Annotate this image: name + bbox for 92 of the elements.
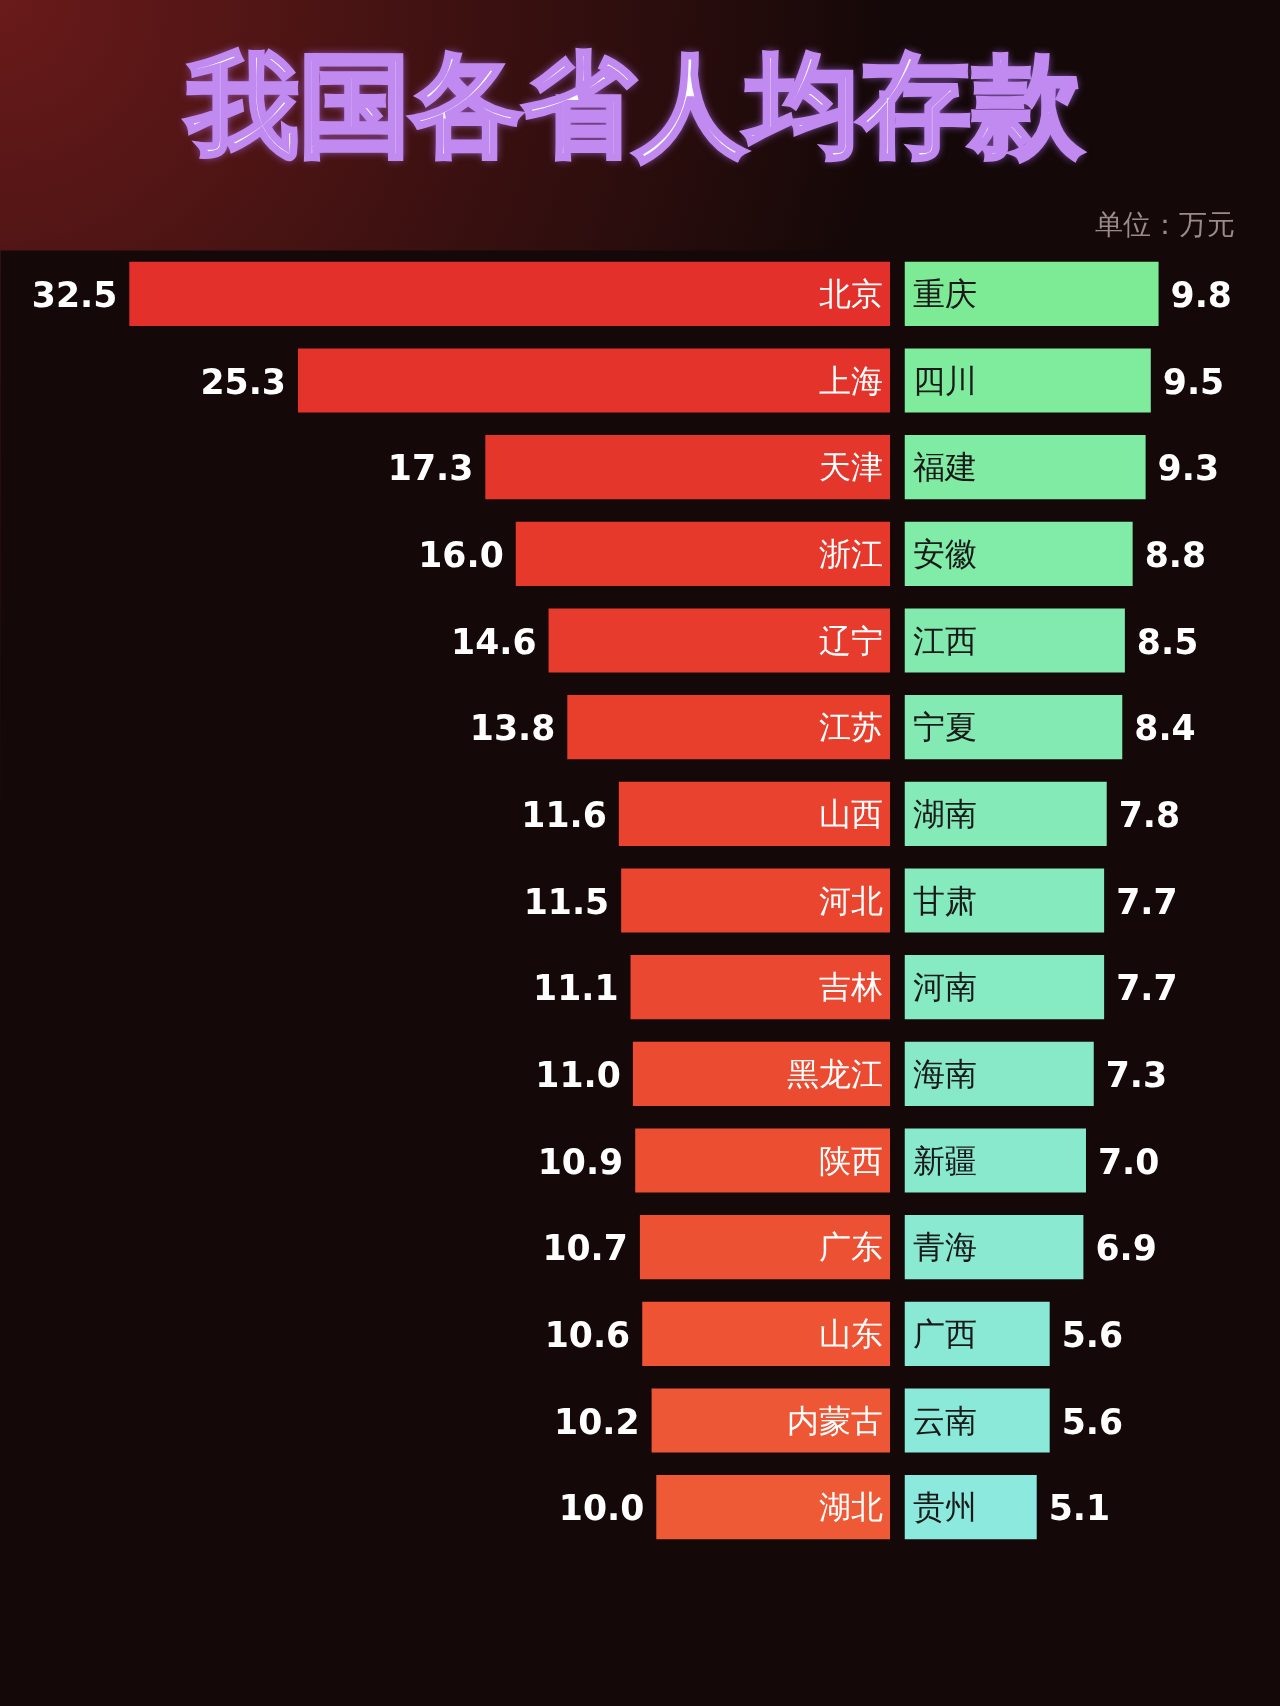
data-label: 11.5 [523, 881, 610, 922]
data-label: 10.7 [542, 1228, 628, 1269]
bar [904, 261, 1159, 326]
category-label: 海南 [912, 1054, 977, 1093]
bar [515, 521, 890, 586]
bar [904, 781, 1107, 846]
category-label: 陕西 [818, 1141, 883, 1180]
category-label: 重庆 [912, 274, 977, 313]
bar [904, 435, 1146, 500]
category-label: 山西 [818, 794, 883, 833]
data-label: 5.6 [1061, 1401, 1124, 1442]
bar [485, 435, 890, 500]
category-label: 安徽 [912, 534, 977, 573]
bar [904, 1128, 1086, 1193]
category-label: 广西 [912, 1314, 977, 1353]
category-label: 宁夏 [912, 708, 977, 747]
data-label: 9.8 [1170, 274, 1232, 315]
data-label: 9.3 [1157, 448, 1220, 489]
category-label: 甘肃 [912, 881, 977, 920]
category-label: 湖北 [818, 1488, 883, 1527]
bar [904, 868, 1105, 933]
bar [639, 1215, 890, 1280]
bar [904, 521, 1133, 586]
category-label: 内蒙古 [786, 1401, 883, 1440]
category-label: 北京 [818, 274, 883, 313]
bar [548, 608, 890, 673]
data-label: 8.4 [1134, 708, 1196, 749]
bar [297, 348, 890, 413]
data-label: 14.6 [451, 621, 537, 662]
bar [635, 1128, 890, 1193]
bar [904, 608, 1125, 673]
chart-title: 我国各省人均存款 [187, 39, 1083, 172]
bar [129, 261, 890, 326]
data-label: 5.6 [1061, 1314, 1124, 1355]
category-label: 湖南 [912, 794, 977, 833]
bar [904, 1215, 1084, 1280]
bar [656, 1475, 890, 1540]
bar [567, 695, 890, 760]
data-label: 11.1 [533, 968, 619, 1009]
bar [630, 955, 890, 1020]
category-label: 云南 [912, 1401, 977, 1440]
category-label: 吉林 [818, 968, 883, 1007]
data-label: 5.1 [1048, 1488, 1111, 1529]
data-label: 7.7 [1116, 968, 1178, 1009]
bar [621, 868, 890, 933]
data-label: 7.3 [1105, 1054, 1168, 1095]
data-label: 6.9 [1095, 1228, 1157, 1269]
category-label: 青海 [912, 1228, 977, 1267]
data-label: 10.6 [544, 1314, 631, 1355]
bar [904, 1475, 1037, 1540]
category-label: 辽宁 [818, 621, 883, 660]
data-label: 25.3 [200, 361, 286, 402]
data-label: 10.2 [554, 1401, 640, 1442]
data-label: 11.6 [521, 794, 607, 835]
bar [904, 1301, 1050, 1366]
data-label: 10.0 [558, 1488, 645, 1529]
category-label: 新疆 [912, 1141, 977, 1180]
category-label: 广东 [818, 1228, 883, 1267]
category-label: 贵州 [912, 1488, 977, 1527]
bar [904, 955, 1105, 1020]
bar [904, 695, 1123, 760]
category-label: 江苏 [818, 708, 883, 747]
bar [651, 1388, 890, 1453]
data-label: 10.9 [537, 1141, 624, 1182]
bar [904, 348, 1151, 413]
category-label: 福建 [912, 448, 977, 487]
data-label: 11.0 [535, 1054, 621, 1095]
data-label: 8.5 [1136, 621, 1199, 662]
bar [618, 781, 890, 846]
data-label: 32.5 [31, 274, 118, 315]
text: 单位：万元 [1095, 207, 1235, 243]
category-label: 浙江 [818, 534, 883, 573]
bar [904, 1041, 1094, 1106]
category-label: 江西 [912, 621, 977, 660]
data-label: 7.7 [1116, 881, 1178, 922]
category-label: 黑龙江 [786, 1054, 883, 1093]
category-label: 上海 [818, 361, 883, 400]
bar [642, 1301, 890, 1366]
category-label: 天津 [818, 448, 883, 487]
data-label: 8.8 [1144, 534, 1207, 575]
bar [632, 1041, 890, 1106]
bar [904, 1388, 1050, 1453]
data-label: 17.3 [387, 448, 474, 489]
data-label: 9.5 [1162, 361, 1225, 402]
category-label: 四川 [912, 361, 977, 400]
data-label: 13.8 [469, 708, 556, 749]
category-label: 河南 [912, 968, 977, 1007]
category-label: 山东 [818, 1314, 883, 1353]
data-label: 16.0 [418, 534, 504, 575]
data-label: 7.0 [1097, 1141, 1160, 1182]
data-label: 7.8 [1118, 794, 1181, 835]
category-label: 河北 [818, 881, 883, 920]
